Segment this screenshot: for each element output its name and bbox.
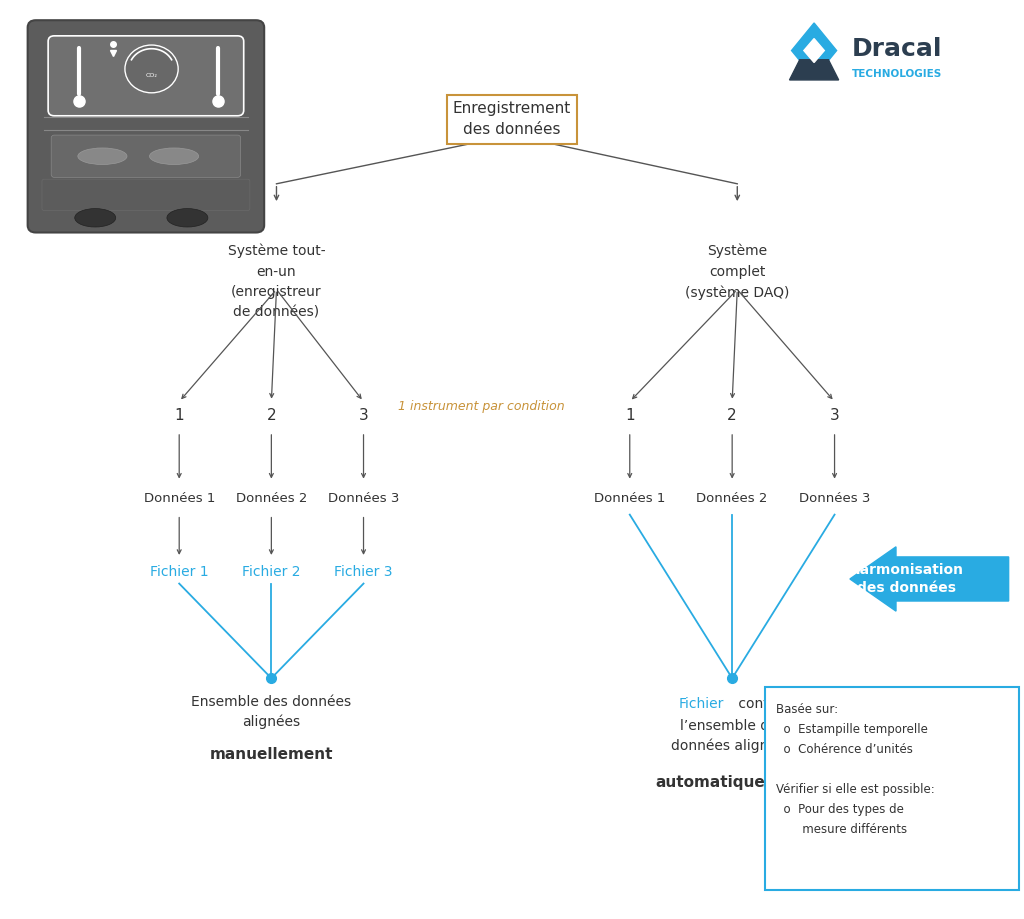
Text: Fichier 2: Fichier 2: [242, 564, 301, 579]
FancyBboxPatch shape: [48, 36, 244, 116]
Text: Fichier 3: Fichier 3: [334, 564, 393, 579]
Text: 2: 2: [727, 408, 737, 423]
FancyArrow shape: [850, 547, 1009, 611]
Text: 1: 1: [174, 408, 184, 423]
Text: Système tout-
en-un
(enregistreur
de données): Système tout- en-un (enregistreur de don…: [227, 244, 326, 320]
FancyBboxPatch shape: [51, 135, 241, 177]
Text: manuellement: manuellement: [210, 747, 333, 762]
Text: automatiquement: automatiquement: [655, 775, 809, 789]
Polygon shape: [790, 60, 839, 80]
Text: l’ensemble des
données alignées: l’ensemble des données alignées: [672, 719, 793, 753]
Text: Données 2: Données 2: [696, 492, 768, 505]
Polygon shape: [792, 23, 837, 78]
Text: Fichier: Fichier: [679, 697, 724, 710]
Text: Système
complet
(système DAQ): Système complet (système DAQ): [685, 244, 790, 300]
FancyBboxPatch shape: [765, 687, 1019, 890]
FancyBboxPatch shape: [42, 179, 250, 210]
Text: contenant: contenant: [734, 697, 809, 710]
Polygon shape: [804, 39, 824, 62]
Text: 1: 1: [625, 408, 635, 423]
Ellipse shape: [75, 209, 116, 227]
Text: 3: 3: [829, 408, 840, 423]
Text: 2: 2: [266, 408, 276, 423]
Text: TECHNOLOGIES: TECHNOLOGIES: [852, 69, 942, 79]
FancyBboxPatch shape: [28, 20, 264, 233]
Text: Données 1: Données 1: [143, 492, 215, 505]
Text: Ensemble des données
alignées: Ensemble des données alignées: [191, 695, 351, 729]
Text: Données 1: Données 1: [594, 492, 666, 505]
Text: Données 2: Données 2: [236, 492, 307, 505]
Text: Fichier 1: Fichier 1: [150, 564, 209, 579]
Text: Dracal: Dracal: [852, 37, 942, 61]
Circle shape: [125, 45, 178, 93]
Ellipse shape: [78, 148, 127, 165]
Ellipse shape: [167, 209, 208, 227]
Text: Basée sur:
  o  Estampille temporelle
  o  Cohérence d’unités

Vérifier si elle : Basée sur: o Estampille temporelle o Coh…: [776, 703, 935, 836]
Text: Données 3: Données 3: [799, 492, 870, 505]
Text: 1 instrument par condition: 1 instrument par condition: [398, 400, 564, 413]
Text: Données 3: Données 3: [328, 492, 399, 505]
Text: CO₂: CO₂: [145, 73, 158, 77]
Text: Harmonisation
des données: Harmonisation des données: [849, 562, 964, 596]
Ellipse shape: [150, 148, 199, 165]
Text: 3: 3: [358, 408, 369, 423]
Text: Enregistrement
des données: Enregistrement des données: [453, 101, 571, 138]
